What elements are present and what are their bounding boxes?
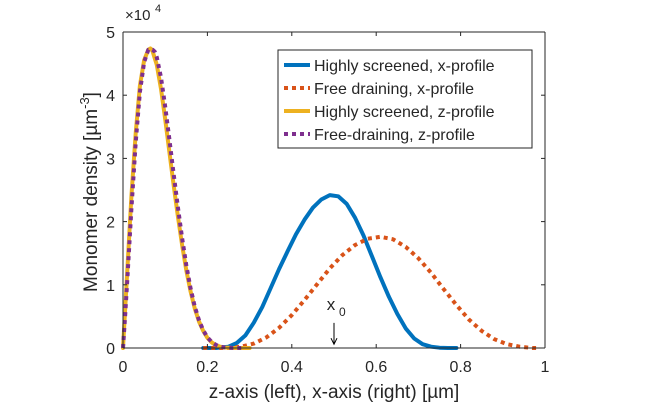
y-multiplier-exponent: 4: [155, 3, 161, 15]
legend-label-4: Free-draining, z-profile: [314, 127, 475, 144]
legend-label-3: Highly screened, z-profile: [314, 104, 495, 121]
x-axis-label: z-axis (left), x-axis (right) [µm]: [209, 382, 460, 403]
legend-box: [277, 49, 533, 149]
annotation-label: x: [327, 295, 336, 314]
y-tick-label: 1: [106, 278, 115, 295]
x-tick-label: 0.6: [365, 359, 387, 376]
axes: 0 0.2 0.4 0.6 0.8 1 0 1 2 3 4 5 ×10 4 z-axis (left), x…: [77, 3, 550, 403]
y-tick-label: 2: [106, 215, 115, 232]
y-axis-label: Monomer density [µm-3]: [77, 92, 102, 292]
x-tick-label: 0.4: [281, 359, 303, 376]
x-tick-label: 0: [119, 359, 128, 376]
y-tick-label: 3: [106, 151, 115, 168]
y-multiplier: ×10: [125, 7, 150, 24]
series-line-1: [201, 193, 459, 350]
y-tick-label: 0: [106, 341, 115, 358]
series-line-2: [203, 234, 537, 350]
y-tick-label: 4: [106, 88, 115, 105]
annotation-subscript: 0: [339, 305, 346, 319]
annotation-arrowhead: [330, 337, 338, 346]
legend: Highly screened, x-profile Free draining,…: [277, 49, 533, 149]
x-tick-label: 1: [541, 359, 550, 376]
legend-label-2: Free draining, x-profile: [314, 81, 474, 98]
x-tick-label: 0.8: [449, 359, 471, 376]
legend-label-1: Highly screened, x-profile: [314, 58, 495, 75]
y-tick-label: 5: [106, 25, 115, 42]
x-tick-label: 0.2: [196, 359, 218, 376]
